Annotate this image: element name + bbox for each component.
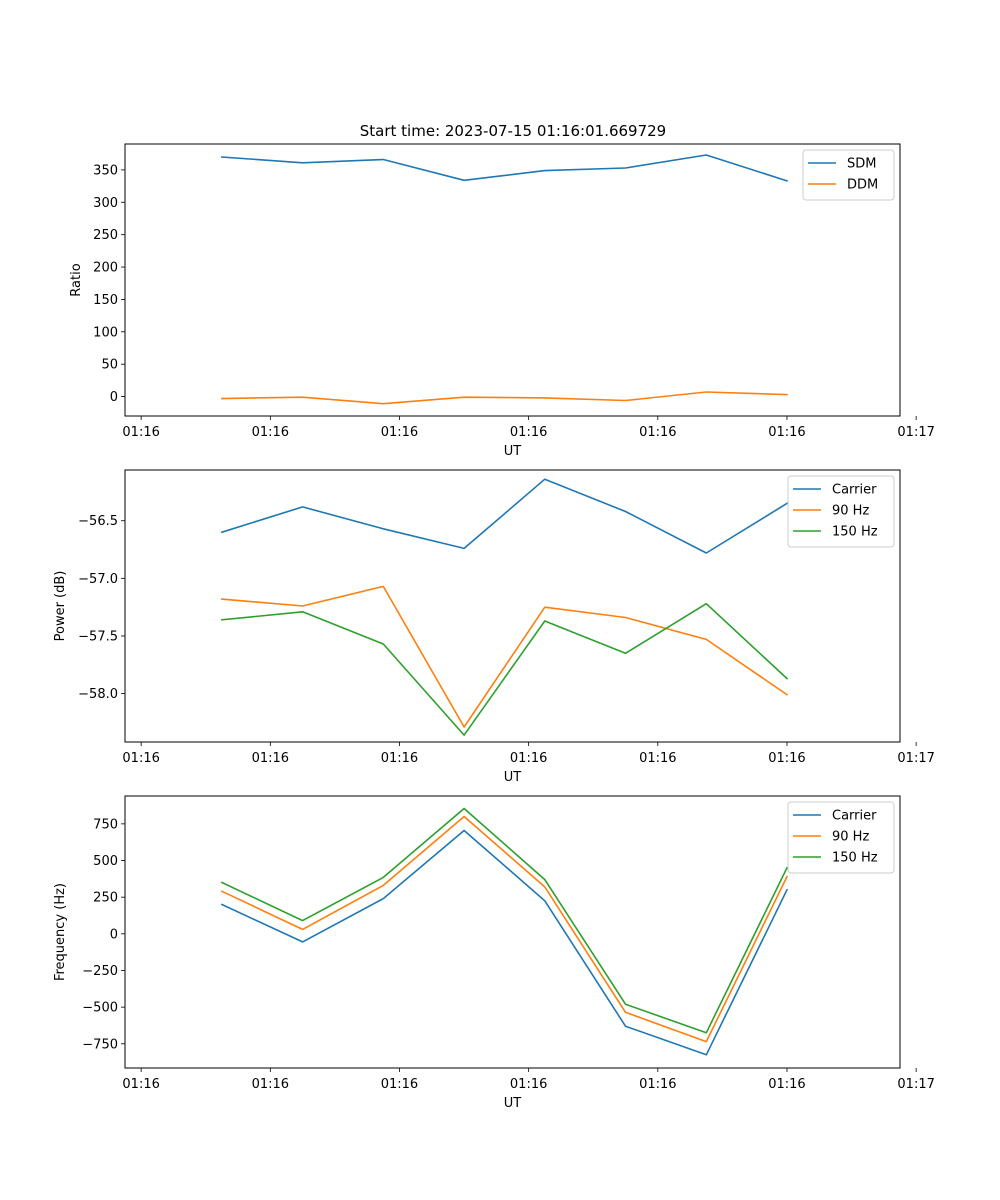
panel-2: 01:16 01:16 01:16 01:16 01:16 01:16 01:17 −58.0…: [53, 469, 935, 785]
y-tick-label: 0: [110, 927, 118, 942]
series-line-carrier: [220, 829, 789, 1056]
axes-frame: [124, 795, 901, 1069]
y-tick-label: −250: [82, 964, 118, 979]
legend-label: 150 Hz: [832, 851, 878, 866]
panels: 01:16 01:16 01:16 01:16 01:16 01:16 01:17 0 50 10…: [53, 143, 935, 1111]
legend-label: Carrier: [832, 809, 877, 824]
series-line-ddm: [221, 391, 788, 405]
y-axis-label: Frequency (Hz): [53, 883, 68, 981]
x-tick-label: 01:16: [122, 425, 159, 440]
x-tick-label: 01:16: [639, 425, 676, 440]
x-tick-label: 01:16: [252, 751, 289, 766]
series-line-150-hz: [221, 602, 789, 736]
series-line-150-hz: [220, 807, 789, 1034]
y-tick-label: 500: [93, 854, 118, 869]
x-tick-label: 01:17: [897, 751, 934, 766]
x-tick-label: 01:16: [381, 1077, 418, 1092]
series-line-90-hz: [221, 585, 789, 728]
y-tick-label: 250: [93, 891, 118, 906]
y-axis-label: Power (dB): [53, 571, 68, 642]
x-tick-label: 01:16: [510, 751, 547, 766]
legend-label: Carrier: [832, 483, 877, 498]
legend: SDM DDM: [802, 149, 895, 201]
x-tick-label: 01:16: [768, 425, 805, 440]
x-tick-label: 01:16: [122, 751, 159, 766]
legend-box: [787, 475, 895, 548]
legend-label: DDM: [847, 178, 878, 193]
y-tick-label: 150: [93, 293, 118, 308]
y-axis-label: Ratio: [69, 263, 84, 296]
series-line-90-hz: [220, 815, 789, 1043]
panel-1: 01:16 01:16 01:16 01:16 01:16 01:16 01:17 0 50 10…: [69, 143, 935, 459]
series-lines: [220, 807, 789, 1056]
x-axis-label: UT: [504, 444, 522, 459]
legend-label: 90 Hz: [832, 504, 869, 519]
x-tick-label: 01:16: [122, 1077, 159, 1092]
legend-box: [787, 801, 895, 874]
legend-label: 150 Hz: [832, 525, 878, 540]
y-tick-label: −750: [82, 1037, 118, 1052]
y-tick-label: −500: [82, 1001, 118, 1016]
legend-label: 90 Hz: [832, 830, 869, 845]
y-tick-label: −57.0: [78, 572, 118, 587]
legend-label: SDM: [847, 157, 876, 172]
y-tick-label: 100: [93, 325, 118, 340]
axes-frame: [124, 469, 901, 743]
x-tick-label: 01:17: [897, 425, 934, 440]
series-lines: [220, 478, 789, 736]
x-tick-label: 01:16: [252, 425, 289, 440]
y-tick-label: 750: [93, 817, 118, 832]
x-tick-label: 01:16: [639, 1077, 676, 1092]
series-lines: [221, 154, 789, 405]
x-tick-label: 01:16: [510, 425, 547, 440]
y-tick-label: 0: [110, 390, 118, 405]
panel-3: 01:16 01:16 01:16 01:16 01:16 01:16 01:17 −750 −…: [53, 795, 935, 1111]
x-axis-label: UT: [504, 770, 522, 785]
y-tick-label: 300: [93, 196, 118, 211]
y-tick-label: 350: [93, 163, 118, 178]
x-tick-label: 01:16: [510, 1077, 547, 1092]
y-tick-label: −57.5: [78, 629, 118, 644]
axes-frame: [124, 143, 901, 417]
figure-title: Start time: 2023-07-15 01:16:01.669729: [360, 122, 666, 140]
series-line-sdm: [221, 154, 789, 182]
x-tick-label: 01:16: [252, 1077, 289, 1092]
y-tick-label: 200: [93, 261, 118, 276]
x-tick-label: 01:16: [381, 751, 418, 766]
legend: Carrier 90 Hz 150 Hz: [787, 475, 895, 548]
y-tick-label: −58.0: [78, 687, 118, 702]
x-axis-label: UT: [504, 1096, 522, 1111]
x-tick-label: 01:16: [381, 425, 418, 440]
y-tick-label: −56.5: [78, 514, 118, 529]
y-tick-label: 50: [101, 358, 118, 373]
y-tick-label: 250: [93, 228, 118, 243]
x-tick-label: 01:16: [768, 751, 805, 766]
x-tick-label: 01:16: [768, 1077, 805, 1092]
legend: Carrier 90 Hz 150 Hz: [787, 801, 895, 874]
series-line-carrier: [220, 478, 789, 554]
x-tick-label: 01:17: [897, 1077, 934, 1092]
x-tick-label: 01:16: [639, 751, 676, 766]
